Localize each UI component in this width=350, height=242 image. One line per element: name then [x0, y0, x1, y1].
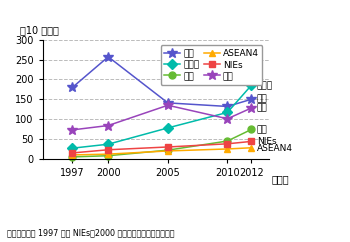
欧州 [70, 129, 75, 131]
ASEAN4 [70, 153, 75, 156]
中国 [106, 154, 110, 157]
欧州 [225, 117, 230, 120]
NIEs [70, 151, 75, 154]
中国 [225, 140, 230, 143]
北米 [249, 98, 253, 101]
北米 [166, 101, 170, 104]
Text: アジア: アジア [257, 81, 273, 90]
北米 [106, 55, 110, 58]
Text: NIEs: NIEs [257, 137, 276, 146]
Line: アジア: アジア [69, 82, 255, 152]
アジア [225, 111, 230, 114]
ASEAN4 [106, 153, 110, 156]
Line: NIEs: NIEs [69, 138, 255, 156]
ASEAN4 [249, 146, 253, 149]
アジア [166, 127, 170, 129]
Text: 欧州: 欧州 [257, 104, 268, 113]
中国 [166, 149, 170, 151]
Line: 北米: 北米 [68, 52, 256, 111]
ASEAN4 [166, 150, 170, 152]
アジア [106, 143, 110, 146]
Line: ASEAN4: ASEAN4 [69, 144, 255, 159]
ASEAN4 [225, 148, 230, 151]
アジア [70, 147, 75, 150]
Text: 備考：香港は 1997 年は NIEs、2000 年以降は中国に含まれる。: 備考：香港は 1997 年は NIEs、2000 年以降は中国に含まれる。 [7, 228, 175, 237]
NIEs [225, 142, 230, 145]
欧州 [106, 124, 110, 127]
Text: （年）: （年） [272, 174, 289, 184]
中国 [70, 155, 75, 158]
NIEs [249, 140, 253, 143]
Legend: 北米, アジア, 中国, ASEAN4, NIEs, 欧州: 北米, アジア, 中国, ASEAN4, NIEs, 欧州 [161, 45, 262, 84]
アジア [249, 84, 253, 87]
Text: 中国: 中国 [257, 125, 268, 134]
Text: ASEAN4: ASEAN4 [257, 144, 293, 153]
Line: 欧州: 欧州 [68, 100, 256, 135]
中国 [249, 128, 253, 131]
Text: （10 億円）: （10 億円） [20, 25, 59, 35]
Line: 中国: 中国 [69, 126, 255, 160]
欧州 [249, 106, 253, 109]
Text: 北米: 北米 [257, 95, 268, 104]
NIEs [106, 148, 110, 151]
北米 [225, 105, 230, 108]
北米 [70, 86, 75, 89]
欧州 [166, 104, 170, 107]
NIEs [166, 145, 170, 148]
